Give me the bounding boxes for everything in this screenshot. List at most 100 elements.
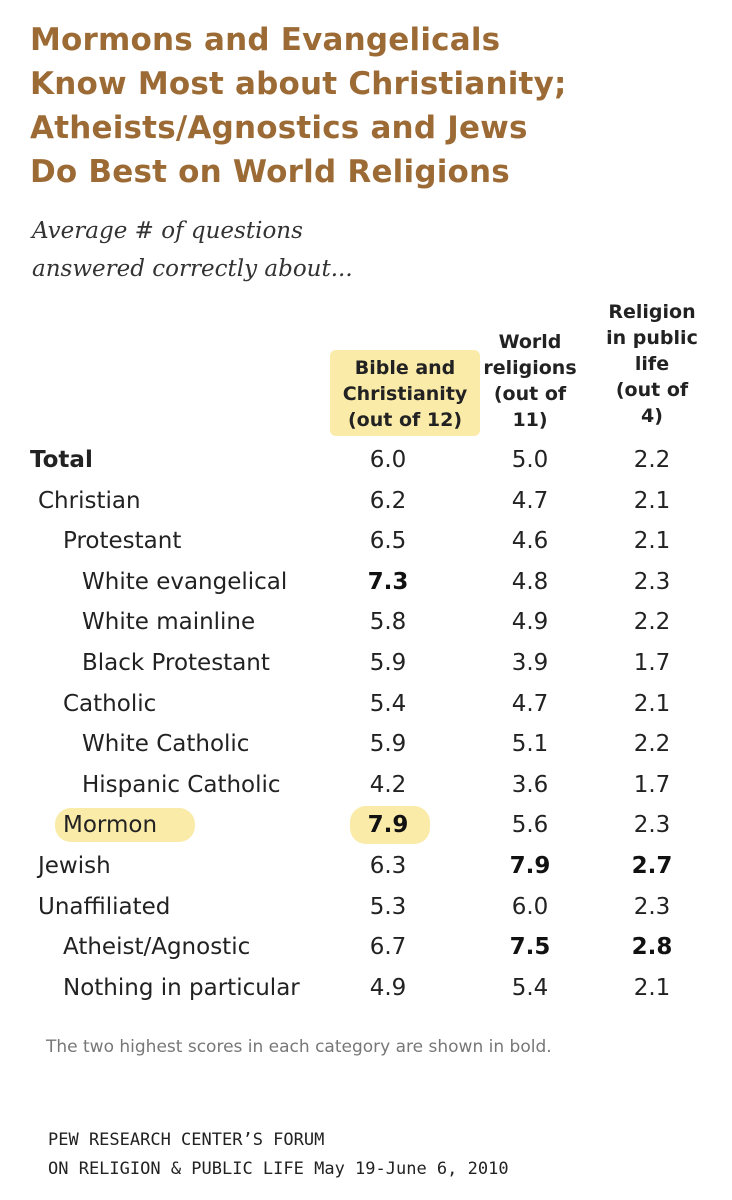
cell-value: 6.2 <box>369 487 407 514</box>
row-label: Catholic <box>63 690 157 717</box>
cell-value: 3.9 <box>511 650 549 676</box>
column-header-bible: Bible and Christianity (out of 12) <box>330 355 480 433</box>
mormon-label-highlight <box>55 808 195 842</box>
table-row: Total 6.0 5.0 2.2 <box>0 440 732 480</box>
row-label: Nothing in particular <box>63 974 300 1001</box>
row-label: Hispanic Catholic <box>82 771 281 798</box>
column-header-line: (out of <box>615 379 689 401</box>
row-label: Jewish <box>38 853 111 879</box>
title-line: Atheists/Agnostics and Jews <box>30 110 528 146</box>
cell-value: 2.2 <box>633 609 671 636</box>
column-header-line: life <box>634 353 670 375</box>
cell-value: 7.3 <box>367 568 409 595</box>
table-row: White evangelical 7.3 4.8 2.3 <box>0 562 732 602</box>
chart-subtitle: Average # of questions answered correctl… <box>32 212 353 288</box>
subtitle-line: answered correctly about... <box>32 256 353 282</box>
column-header-line: Bible and <box>354 357 456 379</box>
cell-value: 7.5 <box>509 934 551 961</box>
column-header-line: Religion <box>608 301 696 323</box>
column-header-line: World <box>498 331 562 353</box>
cell-value: 1.7 <box>633 771 671 798</box>
row-label: Protestant <box>63 528 182 555</box>
column-header-public-life: Religion in public life (out of 4) <box>596 299 708 429</box>
cell-value: 4.8 <box>511 568 549 595</box>
cell-value: 6.0 <box>511 893 549 920</box>
cell-value: 2.8 <box>631 934 673 961</box>
cell-value: 5.6 <box>511 812 549 839</box>
row-label: Mormon <box>63 812 158 839</box>
row-label: Black Protestant <box>82 650 270 676</box>
row-label: White mainline <box>82 609 256 636</box>
row-label: White Catholic <box>82 731 250 758</box>
table-row: Unaffiliated 5.3 6.0 2.3 <box>0 887 732 927</box>
cell-value: 2.3 <box>633 812 671 839</box>
table-row: Black Protestant 5.9 3.9 1.7 <box>0 643 732 683</box>
cell-value: 2.2 <box>633 731 671 758</box>
cell-value: 4.7 <box>511 690 549 717</box>
cell-value: 7.9 <box>509 853 551 879</box>
column-header-world: World religions (out of 11) <box>474 329 586 433</box>
cell-value: 5.1 <box>511 731 549 758</box>
row-label: Atheist/Agnostic <box>63 934 251 961</box>
cell-value: 2.7 <box>631 853 673 879</box>
cell-value: 5.0 <box>511 447 549 473</box>
table-row: White mainline 5.8 4.9 2.2 <box>0 602 732 642</box>
cell-value: 5.9 <box>369 731 407 758</box>
cell-value: 5.8 <box>369 609 407 636</box>
table-row: Protestant 6.5 4.6 2.1 <box>0 521 732 561</box>
cell-value: 5.4 <box>511 974 549 1001</box>
column-header-line: (out of 12) <box>347 409 463 431</box>
row-label: White evangelical <box>82 568 288 595</box>
cell-value: 5.9 <box>369 650 407 676</box>
table-row: Atheist/Agnostic 6.7 7.5 2.8 <box>0 927 732 967</box>
cell-value: 7.9 <box>367 812 409 839</box>
table-row: Catholic 5.4 4.7 2.1 <box>0 684 732 724</box>
subtitle-line: Average # of questions <box>32 218 303 244</box>
cell-value: 2.2 <box>633 447 671 473</box>
table-row: Mormon 7.9 5.6 2.3 <box>0 805 732 845</box>
table-row: Jewish 6.3 7.9 2.7 <box>0 846 732 886</box>
title-line: Know Most about Christianity; <box>30 66 567 102</box>
row-label: Unaffiliated <box>38 893 171 920</box>
column-header-line: religions <box>483 357 577 379</box>
cell-value: 6.3 <box>369 853 407 879</box>
table-row: Hispanic Catholic 4.2 3.6 1.7 <box>0 765 732 805</box>
cell-value: 4.7 <box>511 487 549 514</box>
cell-value: 1.7 <box>633 650 671 676</box>
table-row: Christian 6.2 4.7 2.1 <box>0 481 732 521</box>
cell-value: 6.5 <box>369 528 407 555</box>
title-line: Do Best on World Religions <box>30 154 510 190</box>
cell-value: 2.1 <box>633 690 671 717</box>
cell-value: 4.9 <box>369 974 407 1001</box>
chart-title: Mormons and Evangelicals Know Most about… <box>30 18 720 194</box>
column-header-line: 4) <box>641 405 663 427</box>
cell-value: 6.0 <box>369 447 407 473</box>
cell-value: 5.3 <box>369 893 407 920</box>
column-header-line: (out of <box>493 383 567 405</box>
cell-value: 5.4 <box>369 690 407 717</box>
table-row: Nothing in particular 4.9 5.4 2.1 <box>0 968 732 1008</box>
cell-value: 4.9 <box>511 609 549 636</box>
title-line: Mormons and Evangelicals <box>30 22 501 58</box>
cell-value: 4.6 <box>511 528 549 555</box>
table-row: White Catholic 5.9 5.1 2.2 <box>0 724 732 764</box>
cell-value: 2.3 <box>633 893 671 920</box>
column-header-line: in public <box>606 327 698 349</box>
column-header-line: Christianity <box>342 383 468 405</box>
source-line: PEW RESEARCH CENTER’S FORUM <box>48 1130 325 1150</box>
cell-value: 3.6 <box>511 771 549 798</box>
cell-value: 6.7 <box>369 934 407 961</box>
cell-value: 4.2 <box>369 771 407 798</box>
mormon-value-highlight <box>350 806 430 844</box>
row-label: Christian <box>38 487 141 514</box>
cell-value: 2.3 <box>633 568 671 595</box>
cell-value: 2.1 <box>633 487 671 514</box>
row-label: Total <box>30 447 93 473</box>
column-header-highlight <box>330 350 480 436</box>
column-header-line: 11) <box>512 409 548 431</box>
source-credit: PEW RESEARCH CENTER’S FORUM ON RELIGION … <box>48 1126 509 1184</box>
source-line: ON RELIGION & PUBLIC LIFE May 19-June 6,… <box>48 1159 509 1179</box>
cell-value: 2.1 <box>633 528 671 555</box>
cell-value: 2.1 <box>633 974 671 1001</box>
footnote: The two highest scores in each category … <box>46 1037 552 1057</box>
